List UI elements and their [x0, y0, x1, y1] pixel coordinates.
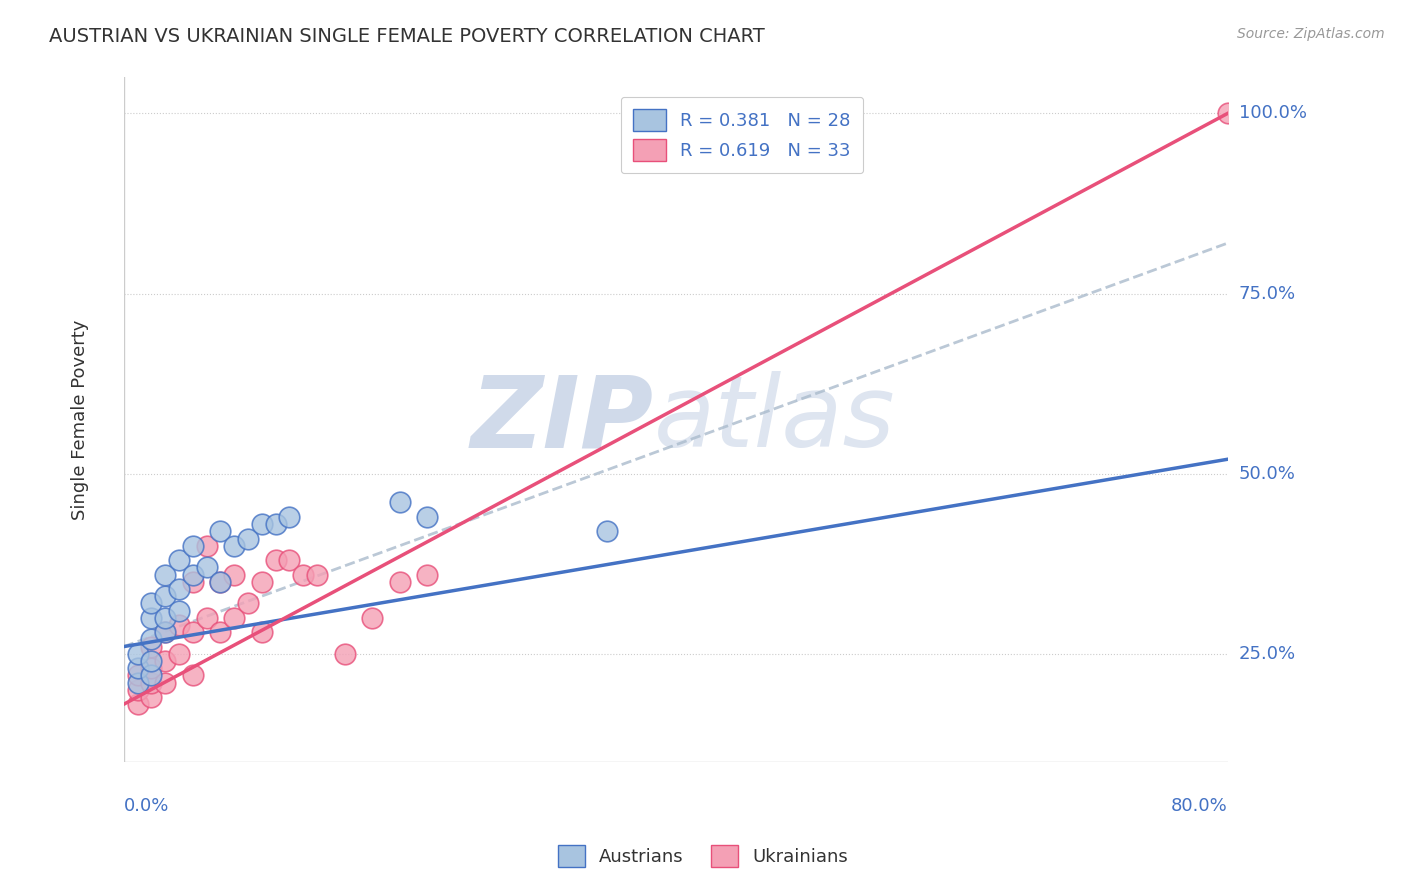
Point [278, 509, 301, 524]
Point [181, 539, 204, 553]
Point [127, 668, 149, 682]
Point [155, 625, 177, 640]
Point [1216, 106, 1239, 120]
Point [155, 567, 177, 582]
Point [155, 589, 177, 603]
Point [388, 574, 411, 589]
Legend: Austrians, Ukrainians: Austrians, Ukrainians [551, 838, 855, 874]
Point [416, 509, 439, 524]
Point [141, 640, 163, 654]
Point [167, 553, 190, 567]
Point [292, 567, 315, 582]
Text: atlas: atlas [654, 371, 896, 468]
Text: 75.0%: 75.0% [1239, 285, 1296, 302]
Point [209, 574, 232, 589]
Text: 0.0%: 0.0% [124, 797, 169, 814]
Point [596, 524, 619, 539]
Point [141, 611, 163, 625]
Point [167, 647, 190, 661]
Point [181, 668, 204, 682]
Point [224, 567, 246, 582]
Text: 100.0%: 100.0% [1239, 104, 1306, 122]
Point [127, 647, 149, 661]
Point [127, 697, 149, 711]
Point [141, 596, 163, 610]
Point [195, 539, 218, 553]
Legend: R = 0.381   N = 28, R = 0.619   N = 33: R = 0.381 N = 28, R = 0.619 N = 33 [620, 96, 863, 173]
Point [155, 625, 177, 640]
Point [195, 560, 218, 574]
Point [209, 625, 232, 640]
Point [264, 553, 287, 567]
Text: AUSTRIAN VS UKRAINIAN SINGLE FEMALE POVERTY CORRELATION CHART: AUSTRIAN VS UKRAINIAN SINGLE FEMALE POVE… [49, 27, 765, 45]
Point [155, 675, 177, 690]
Text: ZIP: ZIP [471, 371, 654, 468]
Point [361, 611, 384, 625]
Point [305, 567, 328, 582]
Point [127, 661, 149, 675]
Point [127, 682, 149, 697]
Point [167, 582, 190, 596]
Point [195, 611, 218, 625]
Point [167, 618, 190, 632]
Point [278, 553, 301, 567]
Point [250, 517, 273, 532]
Point [236, 596, 259, 610]
Point [141, 675, 163, 690]
Point [209, 574, 232, 589]
Point [224, 539, 246, 553]
Text: Single Female Poverty: Single Female Poverty [70, 319, 89, 520]
Text: 80.0%: 80.0% [1171, 797, 1227, 814]
Point [127, 675, 149, 690]
Point [181, 574, 204, 589]
Point [264, 517, 287, 532]
Point [167, 603, 190, 617]
Point [141, 654, 163, 668]
Point [155, 654, 177, 668]
Point [141, 661, 163, 675]
Point [224, 611, 246, 625]
Text: Source: ZipAtlas.com: Source: ZipAtlas.com [1237, 27, 1385, 41]
Point [181, 625, 204, 640]
Point [209, 524, 232, 539]
Point [236, 532, 259, 546]
Point [141, 668, 163, 682]
Point [388, 495, 411, 509]
Text: 50.0%: 50.0% [1239, 465, 1295, 483]
Point [250, 574, 273, 589]
Point [141, 632, 163, 647]
Point [181, 567, 204, 582]
Text: 25.0%: 25.0% [1239, 645, 1296, 663]
Point [155, 611, 177, 625]
Point [333, 647, 356, 661]
Point [416, 567, 439, 582]
Point [250, 625, 273, 640]
Point [141, 690, 163, 704]
